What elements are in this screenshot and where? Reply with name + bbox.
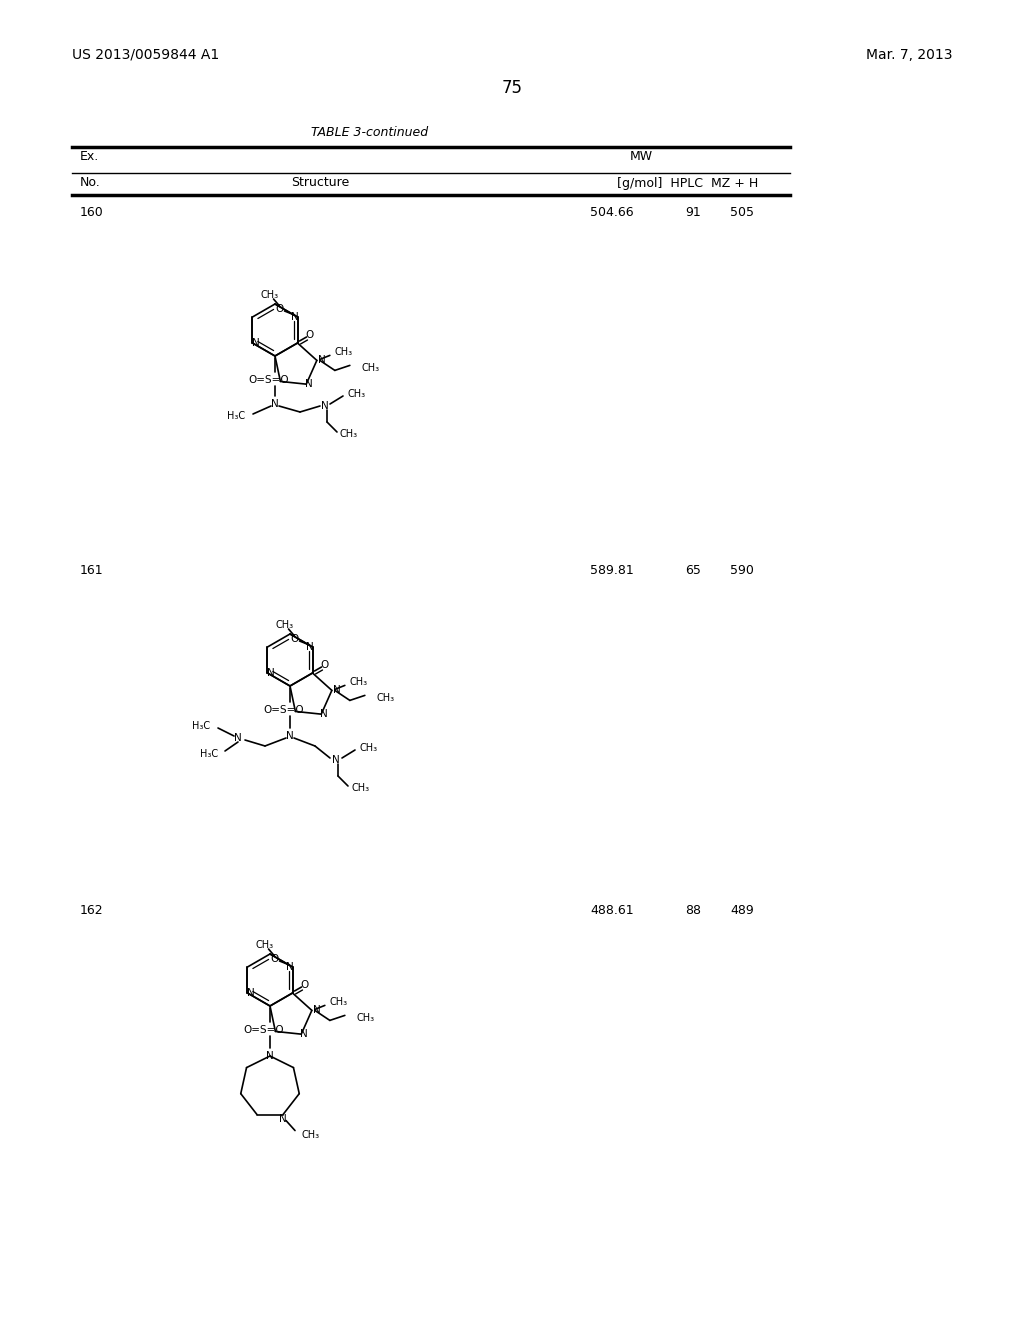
Text: CH₃: CH₃ — [356, 1014, 375, 1023]
Text: N: N — [266, 668, 274, 678]
Text: [g/mol]  HPLC  MZ + H: [g/mol] HPLC MZ + H — [617, 177, 758, 190]
Text: N: N — [300, 1030, 308, 1039]
Text: H₃C: H₃C — [191, 721, 210, 731]
Text: 590: 590 — [730, 564, 754, 577]
Text: H₃C: H₃C — [227, 411, 245, 421]
Text: CH₃: CH₃ — [360, 743, 378, 752]
Text: O=S=O: O=S=O — [244, 1026, 285, 1035]
Text: CH₃: CH₃ — [330, 998, 348, 1007]
Text: N: N — [286, 731, 294, 741]
Text: N: N — [252, 338, 259, 348]
Text: CH₃: CH₃ — [361, 363, 380, 374]
Text: Mar. 7, 2013: Mar. 7, 2013 — [865, 48, 952, 62]
Text: N: N — [271, 399, 279, 409]
Text: N: N — [234, 733, 242, 743]
Text: 162: 162 — [80, 903, 103, 916]
Text: US 2013/0059844 A1: US 2013/0059844 A1 — [72, 48, 219, 62]
Text: N: N — [318, 355, 326, 366]
Text: O: O — [321, 660, 329, 671]
Text: 75: 75 — [502, 79, 522, 96]
Text: CH₃: CH₃ — [347, 389, 366, 399]
Text: 505: 505 — [730, 206, 754, 219]
Text: CH₃: CH₃ — [350, 677, 368, 688]
Text: 65: 65 — [685, 564, 700, 577]
Text: MW: MW — [630, 150, 653, 164]
Text: Ex.: Ex. — [80, 150, 99, 164]
Text: 161: 161 — [80, 564, 103, 577]
Text: N: N — [305, 642, 313, 652]
Text: No.: No. — [80, 177, 100, 190]
Text: CH₃: CH₃ — [255, 940, 273, 950]
Text: O=S=O: O=S=O — [249, 375, 290, 385]
Text: CH₃: CH₃ — [377, 693, 395, 704]
Text: CH₃: CH₃ — [335, 347, 353, 358]
Text: O: O — [291, 634, 299, 644]
Text: O: O — [275, 304, 284, 314]
Text: CH₃: CH₃ — [301, 1130, 319, 1139]
Text: 504.66: 504.66 — [590, 206, 634, 219]
Text: N: N — [313, 1006, 321, 1015]
Text: N: N — [332, 755, 340, 766]
Text: 88: 88 — [685, 903, 701, 916]
Text: N: N — [247, 987, 254, 998]
Text: 91: 91 — [685, 206, 700, 219]
Text: N: N — [333, 685, 341, 696]
Text: CH₃: CH₃ — [352, 783, 370, 793]
Text: 160: 160 — [80, 206, 103, 219]
Text: N: N — [321, 709, 328, 719]
Text: Structure: Structure — [291, 177, 349, 190]
Text: TABLE 3-continued: TABLE 3-continued — [311, 125, 429, 139]
Text: N: N — [266, 1051, 273, 1061]
Text: CH₃: CH₃ — [340, 429, 358, 440]
Text: N: N — [280, 1114, 287, 1123]
Text: O=S=O: O=S=O — [264, 705, 304, 715]
Text: O: O — [270, 954, 279, 964]
Text: N: N — [291, 312, 298, 322]
Text: O: O — [300, 979, 308, 990]
Text: CH₃: CH₃ — [275, 620, 294, 630]
Text: H₃C: H₃C — [200, 748, 218, 759]
Text: 589.81: 589.81 — [590, 564, 634, 577]
Text: N: N — [286, 962, 294, 972]
Text: N: N — [322, 401, 329, 411]
Text: 489: 489 — [730, 903, 754, 916]
Text: 488.61: 488.61 — [590, 903, 634, 916]
Text: O: O — [305, 330, 313, 341]
Text: N: N — [305, 379, 313, 389]
Text: CH₃: CH₃ — [260, 290, 279, 300]
